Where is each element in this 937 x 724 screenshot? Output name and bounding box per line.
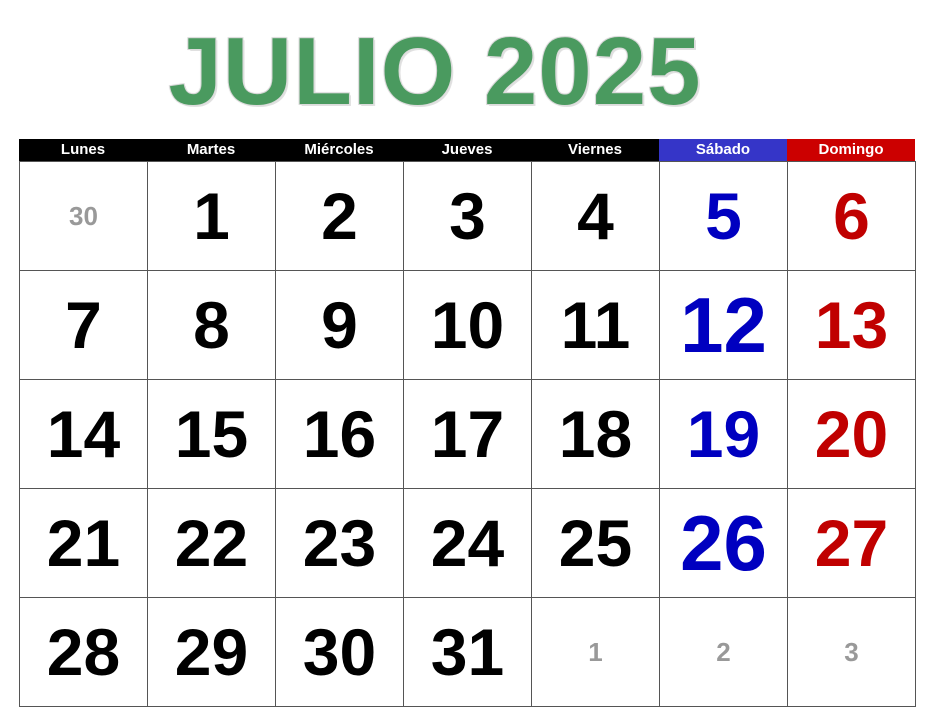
weekday-header-martes: Martes (147, 139, 275, 161)
day-cell: 10 (404, 271, 532, 380)
day-cell: 17 (404, 380, 532, 489)
day-cell-next-month: 1 (532, 598, 660, 707)
day-cell-prev-month: 30 (20, 162, 148, 271)
calendar-title: JULIO 2025 (168, 18, 702, 125)
day-cell-saturday: 26 (660, 489, 788, 598)
weekday-header-row: Lunes Martes Miércoles Jueves Viernes Sá… (19, 139, 917, 161)
day-cell: 30 (276, 598, 404, 707)
weekday-header-miercoles: Miércoles (275, 139, 403, 161)
day-cell-sunday: 6 (788, 162, 916, 271)
day-cell: 18 (532, 380, 660, 489)
day-cell: 1 (148, 162, 276, 271)
day-cell: 24 (404, 489, 532, 598)
day-cell: 21 (20, 489, 148, 598)
day-cell: 11 (532, 271, 660, 380)
day-cell: 14 (20, 380, 148, 489)
day-cell: 3 (404, 162, 532, 271)
day-cell: 4 (532, 162, 660, 271)
day-cell: 16 (276, 380, 404, 489)
day-cell: 22 (148, 489, 276, 598)
weekday-header-domingo: Domingo (787, 139, 915, 161)
day-cell: 25 (532, 489, 660, 598)
day-cell: 15 (148, 380, 276, 489)
day-cell-sunday: 20 (788, 380, 916, 489)
day-cell-saturday: 19 (660, 380, 788, 489)
day-cell: 8 (148, 271, 276, 380)
day-cell: 2 (276, 162, 404, 271)
day-cell: 7 (20, 271, 148, 380)
day-cell: 23 (276, 489, 404, 598)
weekday-header-jueves: Jueves (403, 139, 531, 161)
calendar-grid: Lunes Martes Miércoles Jueves Viernes Sá… (19, 139, 917, 707)
day-cell-sunday: 13 (788, 271, 916, 380)
day-cell-saturday: 12 (660, 271, 788, 380)
weekday-header-sabado: Sábado (659, 139, 787, 161)
day-cell-sunday: 27 (788, 489, 916, 598)
day-cell-saturday: 5 (660, 162, 788, 271)
day-cell-next-month: 2 (660, 598, 788, 707)
weekday-header-lunes: Lunes (19, 139, 147, 161)
days-grid: 30 1 2 3 4 5 6 7 8 9 10 11 12 13 14 15 1… (19, 161, 916, 707)
day-cell: 28 (20, 598, 148, 707)
day-cell: 29 (148, 598, 276, 707)
day-cell-next-month: 3 (788, 598, 916, 707)
weekday-header-viernes: Viernes (531, 139, 659, 161)
day-cell: 9 (276, 271, 404, 380)
day-cell: 31 (404, 598, 532, 707)
